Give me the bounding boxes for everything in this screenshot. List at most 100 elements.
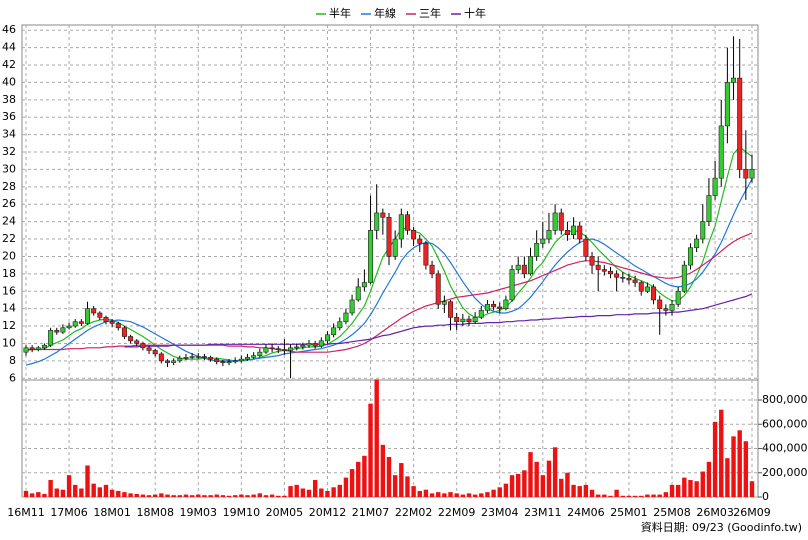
volume-bar [79,488,84,497]
candle-body [238,358,244,362]
volume-bar [60,489,66,497]
candle-body [392,238,398,257]
candle-body [466,318,472,323]
candle-body [66,325,72,329]
candle-body [288,347,294,351]
candle-body [269,347,275,350]
y-tick-label: 44 [2,41,16,54]
candle-body [29,347,35,350]
candle-body [251,355,257,358]
candle-body [128,336,134,342]
volume-bar [485,492,490,497]
volume-bar [651,494,656,497]
y-tick-label: 16 [2,284,16,297]
volume-bar [73,484,78,497]
volume-bar [460,494,466,497]
candle-body [195,356,201,358]
candle-body [398,214,404,240]
volume-bar [694,481,699,497]
volume-bar [312,480,318,497]
volume-bar [319,488,324,497]
volume-bar [749,481,755,497]
volume-bar [54,488,59,497]
y2-tick-label: 0 [762,490,769,503]
volume-bar [263,495,269,497]
volume-bar [503,483,509,497]
y-tick-label: 46 [2,23,16,36]
volume-bar [85,465,90,497]
y-tick-label: 28 [2,180,16,193]
volume-bar [91,483,96,497]
candle-body [644,286,650,292]
legend-label: 三年 [419,6,441,20]
volume-bar [66,475,72,497]
volume-bar [731,436,736,497]
candle-body [614,273,620,278]
candle-body [324,334,330,342]
candle-body [177,357,183,362]
volume-bar [466,493,472,497]
x-tick-label: 26M03 [696,506,734,519]
legend-label: 年線 [374,6,396,20]
volume-bar [269,494,275,497]
candle-body [571,225,577,235]
candle-body [712,177,718,196]
candle-body [275,348,281,350]
volume-bar [386,456,392,497]
candle-body [521,264,527,275]
volume-bar [109,489,115,497]
candle-body [244,357,250,360]
volume-bar [411,486,416,497]
candle-body [700,221,706,240]
candle-body [361,282,367,288]
candle-body [417,238,423,244]
candle-body [472,317,478,323]
volume-bar [36,492,41,497]
candle-body [331,327,337,336]
candle-body [577,225,583,240]
volume-bar [472,494,478,497]
candle-body [435,273,441,305]
volume-bar [146,495,152,497]
legend-label: 十年 [464,6,486,20]
volume-bar [675,484,681,497]
volume-bar [405,476,410,497]
volume-bar [42,493,47,497]
volume-bar [682,477,687,497]
candle-body [675,290,681,305]
x-tick-label: 20M12 [309,506,347,519]
volume-bar [737,430,742,497]
candle-body [294,346,300,349]
volume-bar [300,488,306,497]
candle-body [263,347,269,353]
volume-bar [257,493,262,497]
candle-body [91,308,97,314]
x-tick-label: 18M01 [93,506,131,519]
volume-bar [509,475,515,497]
candle-body [312,343,318,347]
x-tick-label: 16M11 [7,506,45,519]
legend-label: 半年 [329,6,351,20]
candle-body [706,195,712,222]
candle-body [281,349,287,351]
volume-bar [380,444,386,497]
volume-bar [706,461,712,497]
volume-bar [571,484,576,497]
volume-bar [657,494,662,497]
x-tick-label: 23M11 [524,506,562,519]
candle-body [318,340,324,347]
volume-bar [700,471,705,497]
candle-body [165,360,171,363]
candle-body [109,321,115,324]
volume-bar [620,495,625,497]
volume-bar [497,487,502,497]
volume-bar [595,494,601,497]
volume-bar [288,486,293,497]
volume-bar [479,493,484,497]
candle-body [460,318,466,323]
candle-body [140,343,146,349]
ma-line [25,178,753,366]
candle-body [663,308,669,311]
volume-bar [423,489,429,497]
y2-tick-label: 200,000 [762,466,808,479]
